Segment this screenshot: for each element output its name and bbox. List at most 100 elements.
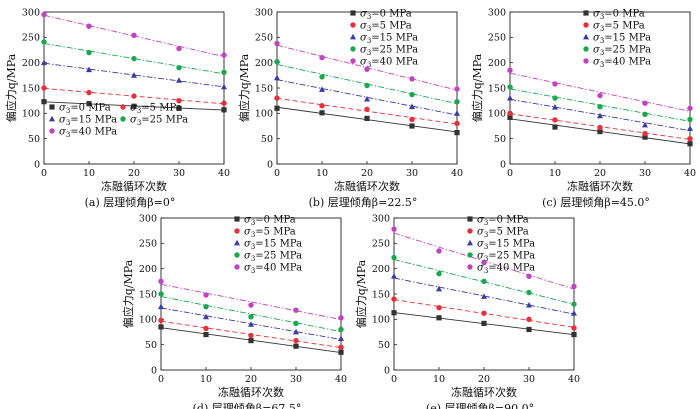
data-point (293, 337, 299, 344)
data-point (203, 331, 209, 338)
data-point (248, 332, 254, 339)
fit-line (509, 88, 691, 122)
legend-label: σ3=25 MPa (130, 115, 188, 128)
data-point (319, 110, 325, 116)
data-point (436, 248, 442, 254)
data-point (571, 283, 577, 290)
y-tick-label: 0 (151, 365, 157, 376)
fit-line (43, 42, 225, 75)
x-tick-label: 10 (316, 168, 328, 179)
data-point (642, 100, 648, 106)
data-point (158, 324, 164, 330)
data-point (526, 289, 532, 296)
data-point (364, 82, 370, 89)
data-point (176, 97, 182, 104)
data-point (571, 301, 577, 307)
legend-label: σ3=40 MPa (593, 57, 651, 70)
data-point (642, 130, 648, 137)
fit-line (509, 72, 691, 112)
data-point (338, 344, 344, 350)
data-point (338, 315, 344, 321)
data-point (642, 134, 648, 140)
y-tick-label: 300 (488, 7, 506, 18)
x-tick-label: 20 (128, 168, 140, 179)
y-tick-label: 250 (372, 239, 390, 250)
data-point (248, 302, 254, 308)
data-point (507, 67, 513, 73)
legend-label: σ3=15 MPa (360, 33, 418, 46)
x-tick-label: 40 (451, 168, 463, 179)
legend-label: σ3=25 MPa (360, 45, 418, 58)
legend-marker (350, 22, 356, 28)
x-tick-label: 10 (549, 168, 561, 179)
data-point (526, 301, 532, 308)
y-tick-label: 200 (139, 264, 157, 275)
data-point (86, 23, 92, 29)
y-tick-label: 0 (500, 159, 506, 170)
legend-label: σ3=40 MPa (477, 263, 535, 276)
data-point (481, 259, 487, 266)
legend-marker (467, 264, 473, 270)
x-tick-label: 20 (478, 374, 490, 385)
data-point (552, 117, 558, 123)
y-tick-label: 200 (22, 58, 40, 69)
data-point (687, 135, 693, 142)
data-point (364, 66, 370, 72)
y-tick-label: 150 (488, 83, 506, 94)
data-point (248, 321, 254, 327)
data-point (293, 307, 299, 313)
data-point (391, 273, 397, 279)
data-point (481, 278, 487, 285)
data-point (41, 11, 47, 18)
y-tick-label: 250 (22, 33, 40, 44)
panel-caption: (c) 层理倾角β=45.0° (542, 196, 650, 209)
y-tick-label: 150 (22, 83, 40, 94)
plot-frame (509, 11, 691, 165)
y-tick-label: 300 (255, 7, 273, 18)
legend-label: σ3=5 MPa (477, 227, 529, 240)
legend-marker (234, 228, 240, 234)
x-tick-label: 0 (41, 168, 47, 179)
data-point (203, 303, 209, 310)
legend-marker (234, 239, 240, 246)
legend-marker (583, 46, 589, 52)
x-tick-label: 30 (173, 168, 185, 179)
data-point (319, 54, 325, 61)
data-point (391, 254, 397, 261)
legend-label: σ3=5 MPa (244, 227, 296, 240)
data-point (293, 328, 299, 335)
data-point (597, 128, 603, 135)
data-point (526, 326, 532, 333)
plot-frame (160, 217, 342, 371)
y-axis-label: 偏应力q/MPa (4, 53, 18, 122)
data-point (364, 95, 370, 102)
data-point (293, 320, 299, 327)
data-point (454, 86, 460, 92)
data-point (481, 320, 487, 326)
data-point (158, 278, 164, 285)
y-tick-label: 0 (384, 365, 390, 376)
legend-label: σ3=25 MPa (593, 45, 651, 58)
legend-marker (583, 58, 589, 64)
data-point (552, 81, 558, 87)
legend-label: σ3=25 MPa (244, 251, 302, 264)
legend-label: σ3=0 MPa (244, 215, 296, 228)
data-point (274, 40, 280, 47)
data-point (86, 89, 92, 96)
data-point (597, 104, 603, 110)
data-point (203, 325, 209, 332)
legend-label: σ3=40 MPa (360, 57, 418, 70)
data-point (454, 98, 460, 105)
y-tick-label: 100 (139, 315, 157, 326)
data-point (203, 313, 209, 320)
data-point (409, 123, 415, 129)
x-tick-label: 20 (594, 168, 606, 179)
data-point (158, 291, 164, 297)
x-axis-label: 冻融循环次数 (567, 179, 633, 193)
data-point (274, 58, 280, 65)
panel-caption: (e) 层理倾角β=90.0° (426, 402, 534, 409)
data-point (409, 103, 415, 110)
y-tick-label: 250 (255, 33, 273, 44)
y-tick-label: 0 (267, 159, 273, 170)
data-point (526, 273, 532, 279)
